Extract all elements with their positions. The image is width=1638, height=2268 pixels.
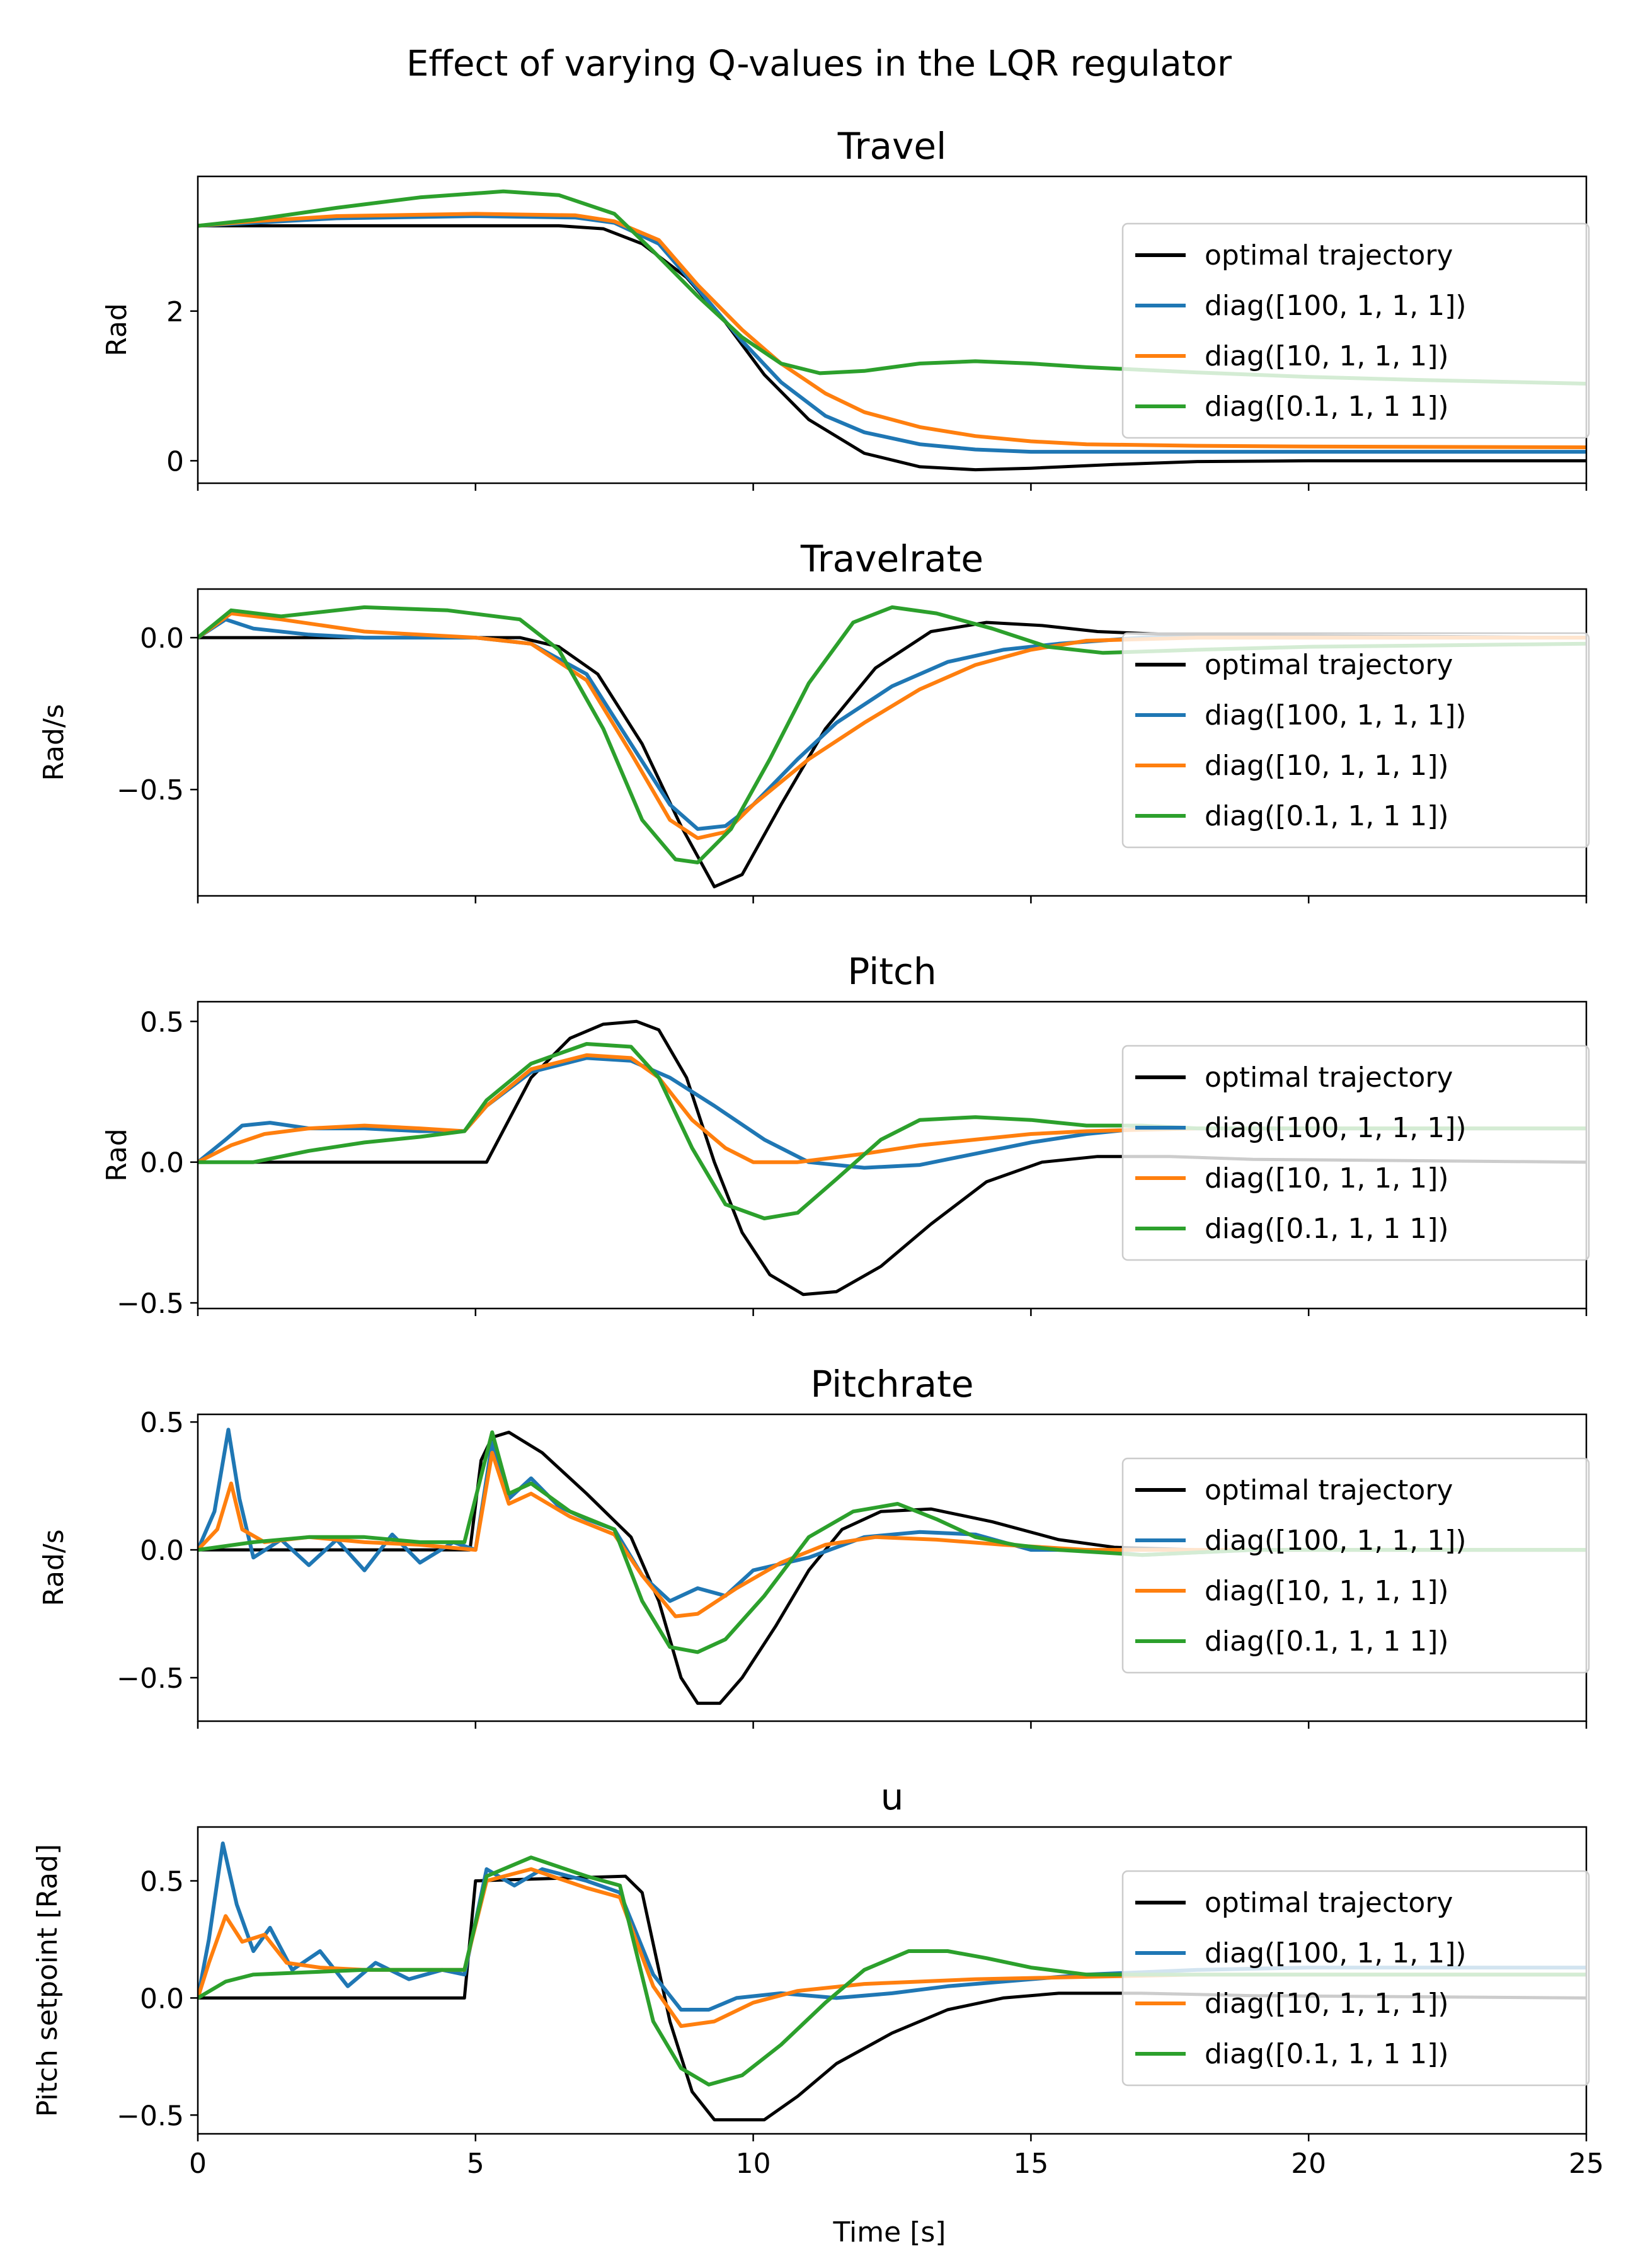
series-line [198, 1867, 1586, 2028]
subplot-title: Travelrate [800, 537, 983, 580]
y-axis-label: Pitch setpoint [Rad] [32, 1844, 64, 2117]
series-line [198, 617, 1586, 831]
legend-entry: diag([0.1, 1, 1 1]) [1205, 800, 1449, 832]
legend-entry: diag([100, 1, 1, 1]) [1205, 1112, 1467, 1144]
series-line [198, 1042, 1586, 1220]
series-line [198, 1430, 1586, 1654]
y-axis-label: Rad [101, 303, 133, 357]
legend-entry: diag([100, 1, 1, 1]) [1205, 1525, 1467, 1557]
subplot-3: 0.5 0.0 −0.5 Pitch Rad optimal trajectory diag… [101, 950, 1590, 1320]
series-line [198, 621, 1586, 888]
subplots: 0 2 Travel Rad optimal trajectory diag([100, … [32, 125, 1604, 2180]
x-axis-label: Time [s] [833, 2216, 946, 2248]
subplot-2: 0.0 −0.5 Travelrate Rad/s optimal trajectory… [38, 537, 1590, 903]
legend-entry: diag([100, 1, 1, 1]) [1205, 1937, 1467, 1969]
x-tick-label: 10 [736, 2148, 771, 2180]
y-tick-label: 0.5 [140, 1006, 184, 1038]
legend-entry: diag([100, 1, 1, 1]) [1205, 699, 1467, 731]
x-tick-label: 5 [467, 2148, 484, 2180]
y-tick-label: 0.5 [140, 1407, 184, 1439]
y-tick-label: −0.5 [117, 1288, 184, 1320]
legend-box [1121, 1870, 1590, 2087]
x-tick-label: 25 [1569, 2148, 1604, 2180]
legend-entry: optimal trajectory [1205, 1887, 1453, 1919]
legend-entry: diag([0.1, 1, 1 1]) [1205, 391, 1449, 423]
legend: optimal trajectory diag([100, 1, 1, 1]) di… [1121, 222, 1590, 439]
x-tick-label: 0 [189, 2148, 207, 2180]
legend-entry: diag([100, 1, 1, 1]) [1205, 290, 1467, 322]
legend-entry: diag([0.1, 1, 1 1]) [1205, 2038, 1449, 2070]
y-tick-label: −0.5 [117, 2100, 184, 2132]
y-tick-label: 2 [166, 296, 184, 328]
legend-box [1121, 1045, 1590, 1261]
legend-box [1121, 1457, 1590, 1674]
legend: optimal trajectory diag([100, 1, 1, 1]) di… [1121, 632, 1590, 849]
legend-box [1121, 222, 1590, 439]
subplot-title: Pitchrate [810, 1363, 973, 1406]
legend-entry: diag([10, 1, 1, 1]) [1205, 1162, 1449, 1194]
series-line [198, 1874, 1586, 2122]
series-group [198, 1428, 1586, 1705]
subplot-1: 0 2 Travel Rad optimal trajectory diag([100, … [101, 125, 1590, 491]
series-line [198, 224, 1586, 472]
y-axis-label: Rad [101, 1128, 133, 1182]
legend-entry: optimal trajectory [1205, 239, 1453, 272]
series-line [198, 611, 1586, 840]
series-line [198, 1841, 1586, 2012]
series-line [198, 1855, 1586, 2087]
legend: optimal trajectory diag([100, 1, 1, 1]) di… [1121, 1045, 1590, 1261]
y-axis-label: Rad/s [38, 704, 70, 781]
subplot-title: u [881, 1775, 904, 1818]
y-tick-label: 0.0 [140, 1147, 184, 1179]
subplot-4: 0.5 0.0 −0.5 Pitchrate Rad/s optimal trajecto… [38, 1363, 1590, 1729]
series-line [198, 1019, 1586, 1297]
legend-entry: diag([0.1, 1, 1 1]) [1205, 1213, 1449, 1245]
legend-entry: diag([10, 1, 1, 1]) [1205, 1575, 1449, 1607]
legend-entry: diag([0.1, 1, 1 1]) [1205, 1625, 1449, 1658]
series-group [198, 605, 1586, 888]
y-tick-label: 0.5 [140, 1866, 184, 1898]
y-tick-label: 0.0 [140, 1535, 184, 1567]
y-tick-label: 0 [166, 445, 184, 478]
subplot-title: Travel [837, 125, 946, 168]
series-group [198, 1019, 1586, 1297]
x-tick-label: 20 [1291, 2148, 1326, 2180]
legend-entry: optimal trajectory [1205, 1062, 1453, 1094]
series-line [198, 214, 1586, 454]
subplot-5: 0 5 10 15 20 25 0.5 0.0 −0.5 u Pitch setpoint [Rad… [32, 1775, 1604, 2180]
legend-entry: optimal trajectory [1205, 1474, 1453, 1506]
legend-entry: diag([10, 1, 1, 1]) [1205, 1988, 1449, 2020]
subplot-title: Pitch [847, 950, 936, 993]
y-tick-label: −0.5 [117, 774, 184, 806]
legend-box [1121, 632, 1590, 849]
y-tick-label: 0.0 [140, 622, 184, 655]
x-tick-label: 15 [1013, 2148, 1048, 2180]
legend-entry: diag([10, 1, 1, 1]) [1205, 340, 1449, 372]
series-line [198, 605, 1586, 864]
series-group [198, 1841, 1586, 2122]
series-line [198, 1428, 1586, 1603]
y-tick-label: −0.5 [117, 1663, 184, 1695]
legend: optimal trajectory diag([100, 1, 1, 1]) di… [1121, 1457, 1590, 1674]
legend-entry: diag([10, 1, 1, 1]) [1205, 750, 1449, 782]
y-axis-label: Rad/s [38, 1529, 70, 1606]
figure-title: Effect of varying Q-values in the LQR re… [406, 43, 1232, 84]
legend: optimal trajectory diag([100, 1, 1, 1]) di… [1121, 1870, 1590, 2087]
series-line [198, 1430, 1586, 1705]
y-tick-label: 0.0 [140, 1983, 184, 2015]
legend-entry: optimal trajectory [1205, 649, 1453, 681]
